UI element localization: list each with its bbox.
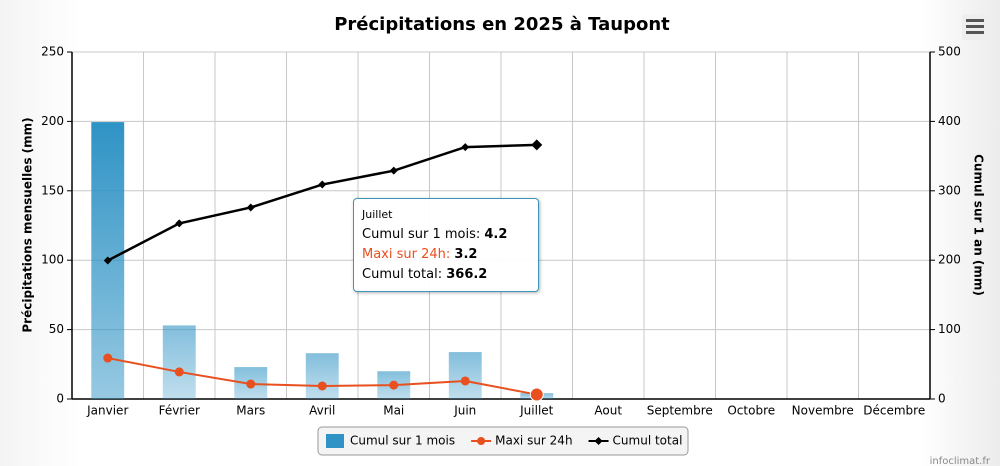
bar	[305, 353, 339, 399]
marker	[246, 379, 256, 389]
legend-marker	[477, 437, 486, 445]
x-tick-label: Mars	[236, 404, 265, 418]
y2-tick-label: 100	[938, 322, 961, 336]
x-tick-label: Aout	[594, 404, 622, 418]
bar	[448, 352, 482, 399]
marker	[460, 376, 470, 386]
legend-label: Cumul sur 1 mois	[350, 434, 455, 448]
marker	[246, 203, 255, 212]
y-axis-label: Précipitations mensuelles (mm)	[21, 117, 35, 332]
y2-tick-label: 400	[938, 114, 961, 128]
tooltip-row: Maxi sur 24h 3.2	[362, 245, 530, 265]
marker	[317, 381, 327, 391]
x-tick-label: Décembre	[863, 404, 925, 418]
tooltip-name: Cumul total	[362, 267, 442, 282]
tooltip-value: 366.2	[446, 267, 488, 282]
tooltip-row: Cumul sur 1 mois 4.2	[362, 225, 530, 245]
x-tick-label: Septembre	[647, 404, 713, 418]
tooltip: Juillet Cumul sur 1 mois 4.2 Maxi sur 24…	[353, 198, 539, 292]
x-tick-label: Mai	[383, 404, 404, 418]
marker	[174, 367, 184, 377]
y2-tick-label: 200	[938, 253, 961, 267]
x-tick-label: Avril	[309, 404, 335, 418]
tooltip-title: Juillet	[362, 208, 393, 221]
x-tick-label: Octobre	[727, 404, 775, 418]
marker	[461, 143, 470, 152]
tooltip-name: Maxi sur 24h	[362, 247, 450, 262]
menu-bar	[966, 25, 984, 28]
tooltip-value: 4.2	[484, 227, 508, 242]
marker	[529, 387, 544, 402]
tooltip-name: Cumul sur 1 mois	[362, 227, 480, 242]
marker	[103, 256, 112, 265]
tooltip-value: 3.2	[454, 247, 478, 262]
x-tick-label: Juillet	[519, 404, 554, 418]
y2-tick-label: 300	[938, 183, 961, 197]
menu-bar	[966, 19, 984, 22]
marker	[531, 139, 543, 151]
credit: infoclimat.fr	[930, 456, 991, 466]
marker	[175, 219, 184, 228]
marker	[389, 380, 399, 390]
y2-tick-label: 0	[938, 392, 946, 406]
y-tick-label: 100	[41, 253, 64, 267]
tooltip-row: Cumul total 366.2	[362, 265, 530, 285]
marker	[103, 353, 113, 363]
x-tick-label: Novembre	[792, 404, 854, 418]
chart-title: Précipitations en 2025 à Taupont	[334, 14, 670, 35]
legend-label: Maxi sur 24h	[495, 434, 572, 448]
legend-box	[317, 426, 689, 456]
y-tick-label: 0	[56, 392, 64, 406]
legend-label: Cumul total	[613, 434, 683, 448]
y-tick-label: 50	[49, 322, 64, 336]
y2-axis-label: Cumul sur 1 an (mm)	[972, 154, 986, 296]
legend-marker	[594, 437, 603, 445]
marker	[318, 180, 327, 189]
menu-bar	[966, 31, 984, 34]
x-tick-label: Janvier	[86, 404, 128, 418]
bar	[162, 325, 196, 399]
y-tick-label: 250	[41, 45, 64, 59]
x-tick-label: Février	[159, 404, 200, 418]
y-tick-label: 200	[41, 114, 64, 128]
y-tick-label: 150	[41, 183, 64, 197]
legend-swatch	[326, 434, 344, 448]
menu-button[interactable]	[962, 14, 988, 40]
marker	[389, 166, 398, 175]
y2-tick-label: 500	[938, 45, 961, 59]
x-tick-label: Juin	[453, 404, 476, 418]
